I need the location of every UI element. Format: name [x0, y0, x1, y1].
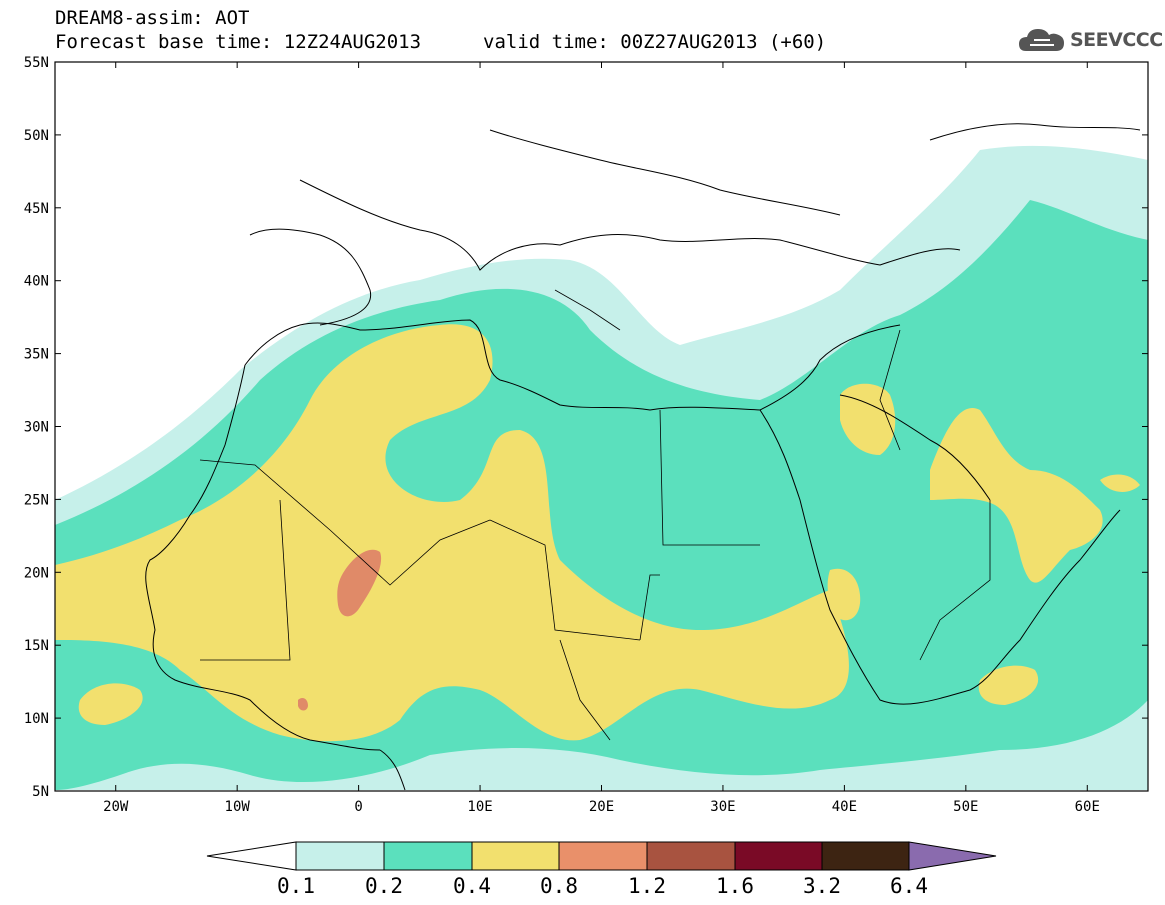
map-title: DREAM8-assim: AOT [55, 7, 250, 29]
cloud-icon [1019, 29, 1064, 51]
lat-label: 35N [24, 347, 49, 363]
colorbar-segment-5 [646, 841, 736, 871]
lon-label: 10E [467, 799, 492, 815]
aot-band-0.4 [55, 324, 1140, 742]
lon-label: 30E [710, 799, 735, 815]
colorbar-segment-7 [821, 841, 910, 871]
colorbar [206, 841, 997, 871]
colorbar-label: 6.4 [890, 874, 928, 898]
colorbar-label: 0.4 [453, 874, 491, 898]
valid-time: valid time: 00Z27AUG2013 (+60) [483, 31, 827, 53]
colorbar-label: 0.1 [277, 874, 315, 898]
latitude-axis: 55N 50N 45N 40N 35N 30N 25N 20N 15N 10N 5N [24, 55, 1148, 800]
lon-label: 60E [1075, 799, 1100, 815]
colorbar-label: 0.2 [365, 874, 403, 898]
colorbar-left-triangle [206, 841, 297, 871]
lat-label: 10N [24, 711, 49, 727]
lat-label: 25N [24, 492, 49, 508]
lat-label: 40N [24, 274, 49, 290]
forecast-base-time: Forecast base time: 12Z24AUG2013 [55, 31, 422, 53]
lon-label: 40E [832, 799, 857, 815]
colorbar-label: 1.2 [628, 874, 666, 898]
lat-label: 30N [24, 420, 49, 436]
lat-label: 20N [24, 565, 49, 581]
lon-label: 20W [103, 799, 129, 815]
colorbar-segment-2 [383, 841, 473, 871]
lon-label: 20E [589, 799, 614, 815]
lon-label: 0 [354, 799, 362, 815]
country-borders [199, 289, 991, 741]
lat-label: 45N [24, 201, 49, 217]
colorbar-right-triangle [908, 841, 997, 871]
aot-contours [55, 123, 1148, 791]
colorbar-segment-1 [295, 841, 385, 871]
lat-label: 15N [24, 638, 49, 654]
lat-label: 50N [24, 128, 49, 144]
colorbar-segment-4 [558, 841, 648, 871]
coastlines [145, 123, 1141, 791]
seevccc-logo: SEEVCCC [1018, 25, 1163, 55]
colorbar-segment-6 [734, 841, 823, 871]
lon-label: 50E [953, 799, 978, 815]
lat-label: 55N [24, 55, 49, 71]
colorbar-label: 3.2 [803, 874, 841, 898]
colorbar-labels: 0.1 0.2 0.4 0.8 1.2 1.6 3.2 6.4 [277, 874, 928, 898]
colorbar-label: 1.6 [716, 874, 754, 898]
lon-label: 10W [225, 799, 251, 815]
colorbar-label: 0.8 [540, 874, 578, 898]
logo-text: SEEVCCC [1070, 29, 1163, 51]
colorbar-segment-3 [471, 841, 560, 871]
longitude-axis: 20W 10W 0 10E 20E 30E 40E 50E 60E [103, 62, 1100, 815]
lat-label: 5N [32, 784, 49, 800]
